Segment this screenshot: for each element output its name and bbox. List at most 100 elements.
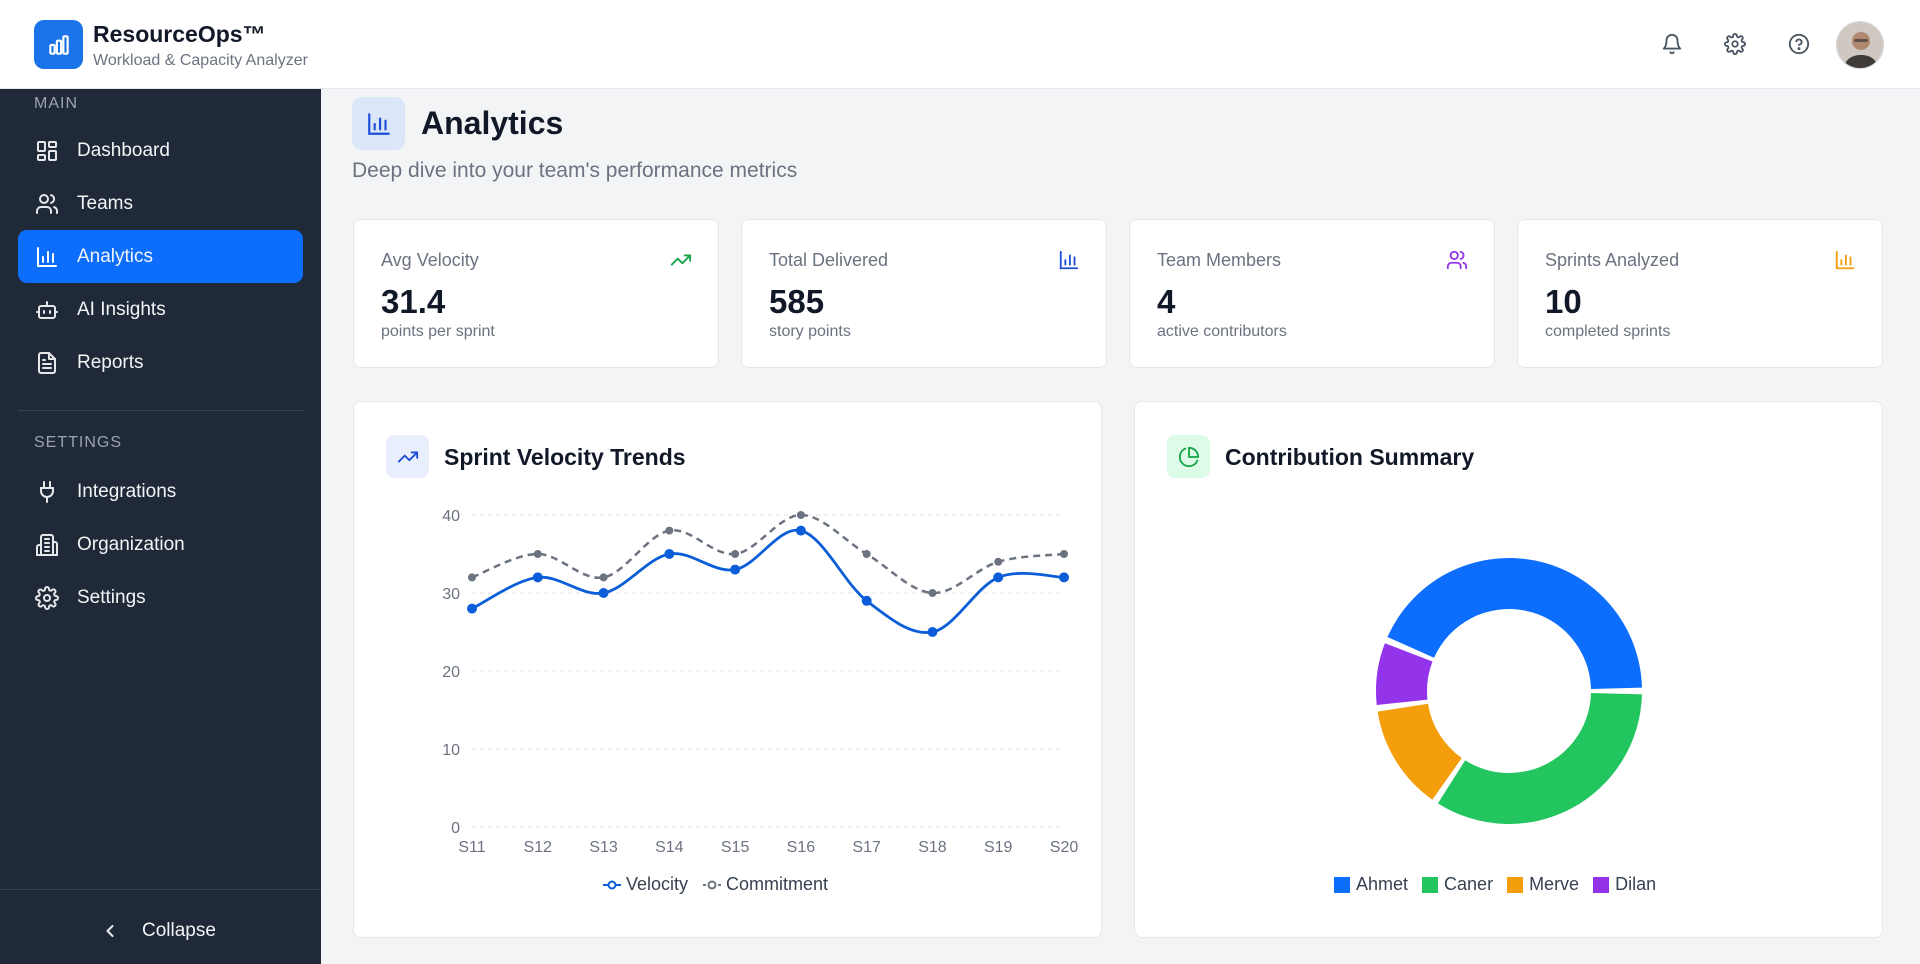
sidebar-item-label: Reports	[77, 351, 144, 373]
gear-icon[interactable]	[1722, 31, 1748, 57]
sidebar-item-settings[interactable]: Settings	[18, 571, 303, 624]
stat-value: 10	[1545, 283, 1582, 320]
sidebar-item-label: Settings	[77, 586, 146, 608]
card-title: Sprint Velocity Trends	[444, 444, 686, 470]
data-point-velocity[interactable]	[598, 588, 609, 598]
app-title: ResourceOps™	[93, 21, 266, 47]
sidebar-footer-divider	[0, 889, 321, 890]
stat-label: Team Members	[1157, 250, 1282, 270]
donut-slice-ahmet[interactable]	[1387, 558, 1642, 689]
stat-card-team-members: Team Members 4 active contributors	[1129, 219, 1495, 368]
y-tick-label: 0	[451, 820, 460, 837]
card-icon	[1167, 435, 1210, 478]
legend-item-commitment[interactable]: Commitment	[702, 874, 828, 895]
x-tick-label: S20	[1050, 839, 1079, 856]
data-point-velocity[interactable]	[1059, 572, 1069, 583]
data-point-commitment[interactable]	[862, 550, 871, 558]
legend-item-velocity[interactable]: Velocity	[602, 874, 688, 895]
x-tick-label: S11	[458, 839, 485, 856]
data-point-velocity[interactable]	[861, 595, 872, 606]
donut-slice-caner[interactable]	[1437, 693, 1642, 824]
avatar[interactable]	[1836, 21, 1884, 69]
data-point-commitment[interactable]	[665, 526, 674, 535]
sidebar-item-label: Organization	[77, 533, 185, 555]
bar-chart-icon	[34, 244, 60, 270]
stat-card-sprints-analyzed: Sprints Analyzed 10 completed sprints	[1517, 219, 1883, 368]
sidebar-item-reports[interactable]: Reports	[18, 336, 303, 389]
data-point-velocity[interactable]	[993, 572, 1004, 583]
sidebar-item-label: Analytics	[77, 245, 154, 267]
page-title: Analytics	[421, 105, 564, 141]
top-header: ResourceOps™ Workload & Capacity Analyze…	[0, 0, 1920, 89]
stat-label: Avg Velocity	[381, 250, 479, 270]
stat-value: 585	[769, 283, 825, 320]
data-point-commitment[interactable]	[796, 511, 805, 519]
legend-item-ahmet[interactable]: Ahmet	[1334, 874, 1408, 895]
bar-chart-icon	[1835, 250, 1855, 270]
series-line-commitment	[471, 513, 1065, 595]
x-tick-label: S18	[918, 839, 947, 856]
sidebar-item-dashboard[interactable]: Dashboard	[18, 124, 303, 177]
legend-item-caner[interactable]: Caner	[1422, 874, 1493, 895]
collapse-button[interactable]: Collapse	[100, 916, 216, 946]
plug-icon	[34, 479, 60, 505]
x-tick-label: S17	[852, 839, 881, 856]
data-point-velocity[interactable]	[467, 603, 477, 614]
stat-value: 31.4	[381, 283, 446, 320]
data-point-commitment[interactable]	[533, 550, 542, 558]
stat-sub: active contributors	[1157, 323, 1287, 340]
sidebar-item-ai-insights[interactable]: AI Insights	[18, 283, 303, 336]
page-subtitle: Deep dive into your team's performance m…	[352, 159, 798, 182]
sidebar-item-teams[interactable]: Teams	[18, 177, 303, 230]
sidebar-item-analytics[interactable]: Analytics	[18, 230, 303, 283]
contribution-chart-card: Contribution Summary Ahmet Caner Merve Dila…	[1134, 401, 1883, 938]
legend-swatch	[1334, 876, 1350, 893]
x-tick-label: S14	[655, 839, 684, 856]
legend-label: Dilan	[1615, 874, 1657, 894]
pie-chart-icon	[1178, 446, 1199, 467]
data-point-commitment[interactable]	[994, 557, 1003, 566]
data-point-velocity[interactable]	[664, 549, 675, 559]
data-point-velocity[interactable]	[532, 572, 543, 583]
x-tick-label: S19	[984, 839, 1013, 856]
stat-card-avg-velocity: Avg Velocity 31.4 points per sprint	[353, 219, 719, 368]
card-icon	[386, 435, 429, 478]
help-icon[interactable]	[1786, 31, 1812, 57]
chevron-left-icon	[106, 924, 114, 938]
sidebar-item-integrations[interactable]: Integrations	[18, 465, 303, 518]
velocity-line-chart: 0 10 20 30 40 S11 S12 S13 S14 S15 S16 S17 S18 S19 S20	[442, 508, 1079, 856]
app-logo[interactable]	[34, 20, 83, 69]
x-tick-label: S16	[787, 839, 816, 856]
legend-label: Commitment	[726, 874, 829, 894]
data-point-velocity[interactable]	[795, 525, 806, 536]
sidebar-item-label: AI Insights	[77, 298, 166, 320]
legend-label: Merve	[1529, 874, 1580, 894]
donut-slice-dilan[interactable]	[1376, 643, 1433, 706]
donut-slice-merve[interactable]	[1377, 703, 1462, 800]
data-point-commitment[interactable]	[731, 550, 740, 558]
data-point-commitment[interactable]	[468, 573, 476, 582]
data-point-velocity[interactable]	[927, 627, 938, 637]
users-icon	[34, 191, 60, 217]
sidebar-divider	[18, 410, 303, 411]
contribution-donut-chart	[1376, 558, 1642, 824]
gear-icon	[34, 585, 60, 611]
legend-item-dilan[interactable]: Dilan	[1593, 874, 1656, 895]
sidebar-item-label: Dashboard	[77, 139, 170, 161]
sidebar: MAIN Dashboard Teams Analytics AI Insigh…	[0, 89, 321, 964]
legend-swatch	[1422, 876, 1439, 893]
x-tick-label: S13	[589, 839, 618, 856]
sidebar-item-label: Integrations	[77, 480, 177, 502]
data-point-commitment[interactable]	[1060, 550, 1068, 558]
sidebar-item-organization[interactable]: Organization	[18, 518, 303, 571]
data-point-commitment[interactable]	[599, 573, 608, 582]
bell-icon[interactable]	[1659, 31, 1685, 57]
data-point-commitment[interactable]	[928, 589, 937, 597]
building-icon	[34, 532, 60, 558]
legend-swatch	[1507, 876, 1524, 893]
legend-item-merve[interactable]: Merve	[1507, 874, 1579, 895]
bar-chart-icon	[367, 112, 390, 135]
legend-line-icon	[703, 880, 722, 889]
robot-icon	[34, 297, 60, 323]
data-point-velocity[interactable]	[730, 564, 741, 575]
